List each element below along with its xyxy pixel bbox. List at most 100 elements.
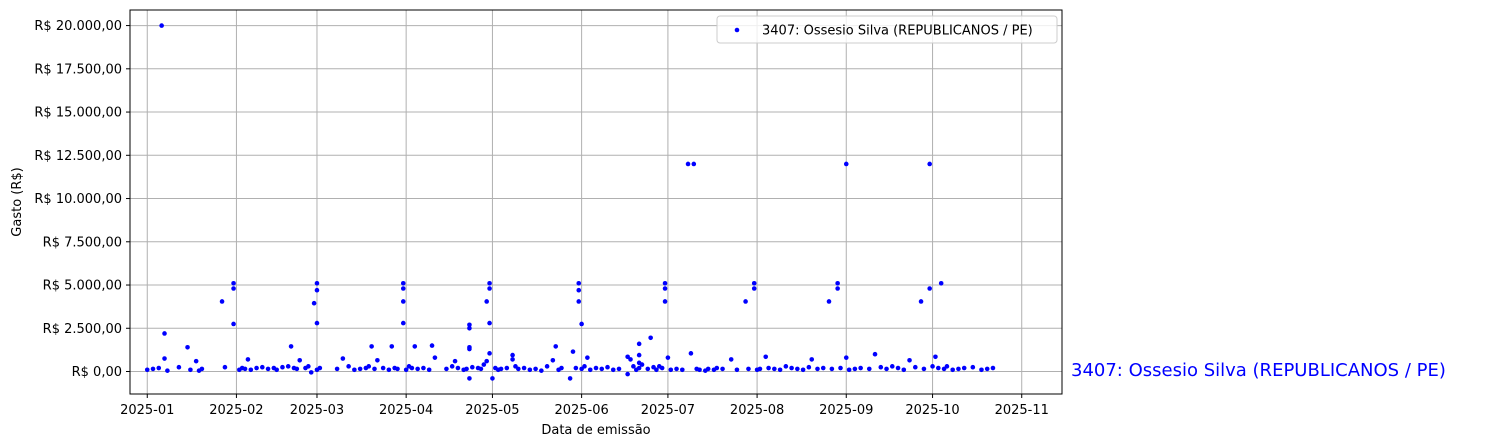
data-point: [357, 366, 363, 372]
data-point: [913, 364, 918, 370]
data-point: [311, 300, 317, 306]
data-point: [550, 357, 556, 363]
data-point: [936, 365, 941, 371]
data-point: [516, 366, 521, 372]
data-point: [242, 366, 248, 372]
data-point: [248, 367, 254, 373]
data-point: [478, 366, 484, 372]
y-tick-label: R$ 5.000,00: [43, 279, 122, 294]
data-point: [487, 351, 492, 356]
data-point: [599, 366, 605, 372]
data-point: [889, 364, 895, 369]
data-points: [144, 23, 996, 381]
data-point: [636, 341, 642, 347]
data-point: [872, 351, 878, 357]
x-axis-title: Data de emissão: [541, 423, 650, 438]
data-point: [553, 344, 559, 349]
x-tick-label: 2025-09: [819, 403, 873, 418]
data-point: [288, 344, 294, 349]
data-point: [631, 364, 636, 369]
data-point: [510, 352, 515, 358]
data-point: [314, 320, 320, 326]
data-point: [334, 366, 340, 372]
data-point: [487, 286, 492, 291]
data-point: [757, 366, 763, 372]
y-tick-label: R$ 10.000,00: [34, 192, 122, 207]
data-point: [317, 365, 323, 371]
data-point: [306, 364, 311, 369]
data-point: [165, 368, 170, 373]
x-tick-label: 2025-11: [995, 403, 1049, 418]
data-point: [688, 351, 694, 356]
data-point: [743, 299, 748, 304]
x-tick-label: 2025-05: [465, 403, 519, 418]
data-point: [369, 344, 374, 349]
data-point: [907, 357, 912, 363]
data-point: [751, 281, 757, 286]
data-point: [346, 364, 351, 369]
data-point: [895, 365, 901, 371]
data-point: [746, 366, 751, 372]
data-point: [734, 367, 740, 373]
data-point: [254, 365, 259, 371]
data-point: [285, 364, 291, 369]
data-point: [559, 365, 564, 371]
data-point: [573, 365, 579, 371]
data-point: [979, 367, 984, 373]
data-point: [533, 366, 538, 372]
data-point: [815, 366, 820, 372]
data-point: [858, 365, 863, 371]
data-point: [188, 367, 193, 373]
data-point: [490, 376, 495, 381]
data-point: [610, 367, 616, 373]
data-point: [176, 364, 182, 370]
legend-label: 3407: Ossesio Silva (REPUBLICANOS / PE): [762, 24, 1033, 39]
x-axis: 2025-01 2025-02 2025-03 2025-04 2025-05 2025-…: [120, 394, 1049, 418]
data-point: [829, 366, 835, 372]
legend-marker: [734, 27, 740, 33]
y-tick-label: R$ 2.500,00: [43, 322, 122, 337]
data-point: [950, 367, 955, 373]
x-tick-label: 2025-02: [209, 403, 263, 418]
data-point: [297, 357, 303, 363]
y-tick-label: R$ 0,00: [72, 365, 122, 380]
data-point: [852, 366, 858, 372]
legend-box: [716, 15, 1058, 44]
data-point: [783, 364, 789, 369]
x-tick-label: 2025-04: [379, 403, 433, 418]
plot-frame: [129, 9, 1063, 395]
data-point: [835, 286, 840, 291]
data-point: [366, 364, 372, 369]
data-point: [193, 358, 199, 364]
data-point: [260, 364, 265, 370]
data-point: [449, 364, 455, 369]
data-point: [628, 357, 633, 362]
x-tick-label: 2025-07: [641, 403, 695, 418]
data-point: [498, 366, 504, 372]
data-point: [403, 367, 409, 373]
data-point: [777, 367, 783, 373]
data-point: [467, 376, 472, 381]
data-point: [400, 286, 406, 291]
data-point: [576, 281, 582, 286]
data-point: [593, 365, 599, 371]
data-point: [567, 376, 573, 381]
data-point: [720, 366, 725, 372]
data-point: [231, 321, 236, 327]
data-point: [984, 366, 990, 372]
data-point: [510, 357, 515, 362]
y-tick-label: R$ 12.500,00: [34, 149, 122, 164]
data-point: [162, 331, 167, 336]
data-point: [806, 364, 812, 370]
data-point: [380, 365, 386, 371]
data-point: [544, 364, 550, 369]
data-point: [487, 320, 492, 326]
data-point: [340, 356, 346, 361]
data-point: [504, 365, 510, 371]
data-point: [809, 357, 815, 362]
data-point: [585, 355, 590, 360]
data-point: [930, 364, 935, 369]
data-point: [697, 367, 702, 373]
y-axis: R$ 0,00 R$ 2.500,00 R$ 5.000,00 R$ 7.500,00…: [34, 19, 130, 380]
